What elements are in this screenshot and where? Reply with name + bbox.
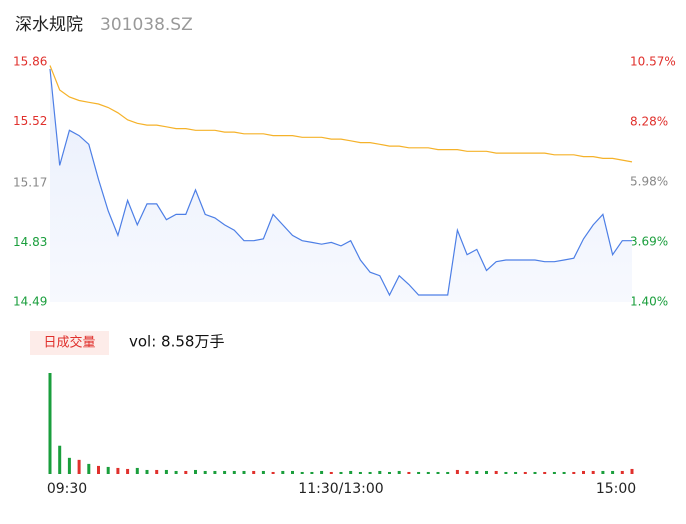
- y2-tick-label: 5.98%: [630, 175, 668, 189]
- volume-bar: [48, 373, 52, 474]
- volume-bar: [77, 459, 81, 474]
- y2-tick-label: 10.57%: [630, 55, 676, 69]
- volume-bar: [562, 471, 566, 474]
- volume-bar: [358, 471, 362, 474]
- volume-bar: [126, 468, 130, 474]
- y2-tick-label: 8.28%: [630, 114, 668, 128]
- volume-label: 日成交量: [43, 335, 95, 351]
- series-line: [49, 68, 632, 297]
- volume-bar: [465, 470, 469, 474]
- volume-bar: [388, 471, 391, 474]
- volume-bar: [271, 471, 275, 474]
- volume-bar: [164, 469, 168, 474]
- volume-bar: [213, 470, 217, 474]
- volume-bar: [455, 469, 459, 474]
- y-tick-label: 15.17: [13, 175, 47, 189]
- volume-bar: [87, 463, 91, 474]
- volume-bar: [582, 470, 585, 474]
- volume-bar: [329, 471, 333, 474]
- volume-bar: [426, 471, 430, 474]
- price-area: [50, 69, 632, 302]
- volume-bar: [339, 471, 343, 474]
- volume-bar: [601, 470, 605, 474]
- volume-badge: [30, 331, 109, 355]
- volume-bar: [485, 470, 488, 474]
- volume-bar: [523, 471, 527, 474]
- volume-bar: [97, 465, 100, 474]
- x-tick-label: 09:30: [47, 481, 87, 497]
- volume-bar: [106, 466, 110, 474]
- y-tick-label: 15.52: [13, 114, 47, 128]
- volume-bar: [291, 470, 294, 474]
- volume-bar: [349, 470, 353, 474]
- volume-bar: [300, 471, 304, 474]
- y2-tick-label: 3.69%: [630, 235, 668, 249]
- volume-bar: [116, 467, 120, 474]
- volume-bar: [397, 470, 401, 474]
- volume-bar: [223, 470, 227, 474]
- y-tick-label: 15.86: [13, 55, 47, 69]
- volume-bar: [203, 470, 207, 474]
- x-tick-label: 11:30/13:00: [298, 481, 383, 497]
- volume-bar: [591, 470, 595, 474]
- volume-bar: [58, 445, 62, 474]
- volume-bar: [572, 471, 576, 474]
- volume-bar: [514, 471, 518, 474]
- volume-bar: [407, 471, 411, 474]
- volume-bar: [194, 469, 197, 474]
- volume-bar: [552, 471, 556, 474]
- volume-bar: [378, 470, 382, 474]
- x-tick-label: 15:00: [596, 481, 636, 497]
- volume-bar: [252, 470, 256, 474]
- volume-bar: [417, 471, 421, 474]
- volume-bar: [174, 470, 178, 474]
- volume-bar: [436, 471, 440, 474]
- y-tick-label: 14.83: [13, 235, 47, 249]
- volume-bar: [261, 470, 265, 474]
- volume-bar: [504, 471, 508, 474]
- y2-tick-label: 1.40%: [630, 295, 668, 309]
- volume-bar: [145, 469, 149, 474]
- volume-bar: [533, 471, 537, 474]
- volume-bar: [67, 457, 71, 474]
- y-tick-label: 14.49: [13, 295, 47, 309]
- volume-bar: [611, 470, 615, 474]
- chart-title: 深水规院: [15, 15, 83, 35]
- series-line: [49, 65, 633, 163]
- volume-bar: [368, 471, 372, 474]
- volume-bar: [281, 470, 285, 474]
- volume-bar: [620, 470, 624, 474]
- volume-bar: [446, 471, 450, 474]
- volume-bar: [494, 470, 498, 474]
- chart-subtitle: 301038.SZ: [100, 15, 193, 35]
- volume-bar: [543, 471, 547, 474]
- volume-bar: [320, 470, 324, 474]
- volume-bar: [310, 471, 314, 474]
- volume-bar: [184, 470, 188, 474]
- volume-annotation: vol: 8.58万手: [129, 333, 224, 351]
- volume-bar: [232, 470, 236, 474]
- volume-bar: [630, 468, 634, 474]
- volume-bar: [135, 467, 139, 474]
- volume-bar: [155, 469, 159, 474]
- volume-bar: [242, 470, 246, 474]
- volume-bar: [475, 470, 479, 474]
